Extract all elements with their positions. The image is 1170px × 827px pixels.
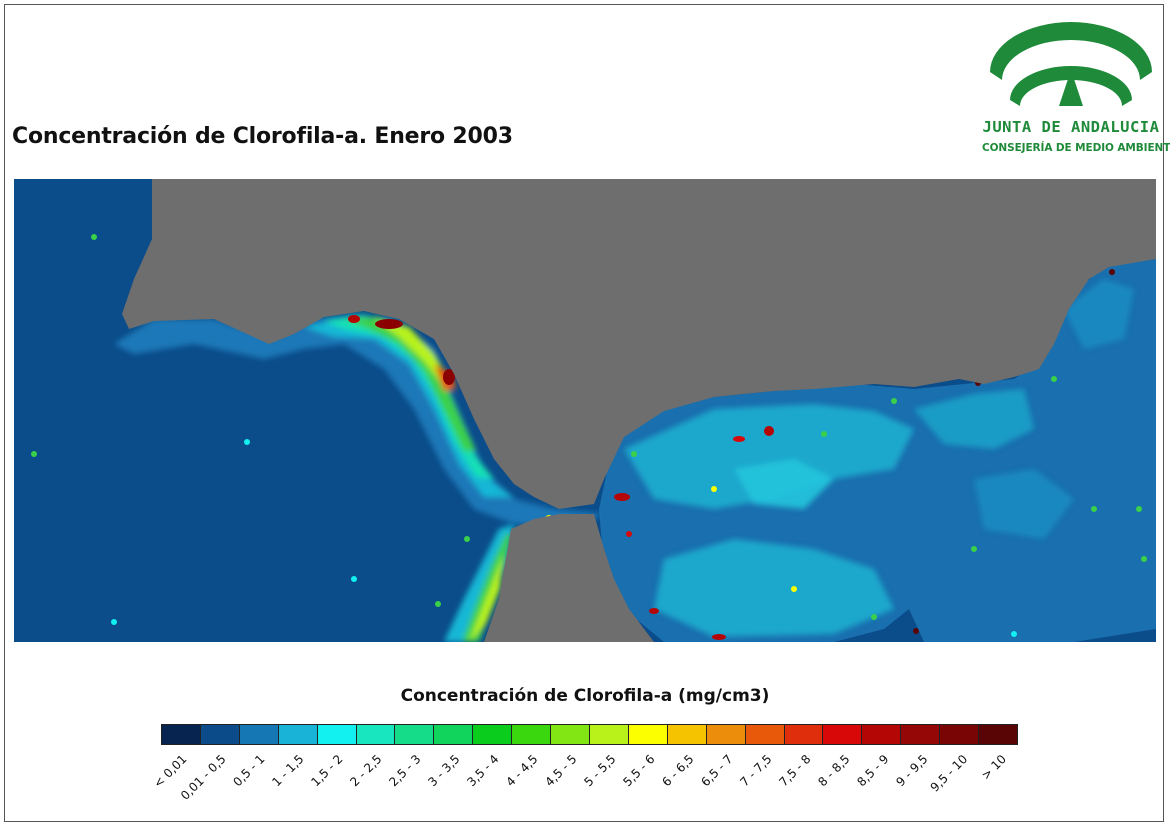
mediterranean-patches [624,279,1134,637]
legend-class-label: 1,5 - 2 [308,752,346,790]
page-title: Concentración de Clorofila-a. Enero 2003 [12,124,513,149]
legend-swatch [395,725,435,744]
legend-swatch [551,725,590,744]
legend-swatch [940,725,980,744]
legend-title: Concentración de Clorofila-a (mg/cm3) [400,686,770,706]
legend-swatch [356,725,396,744]
legend-swatch [473,725,513,744]
legend-swatch [901,725,941,744]
legend-swatch [745,725,785,744]
logo-name: JUNTA DE ANDALUCIA [982,118,1160,136]
legend-class-label: 4 - 4,5 [503,752,541,790]
morocco-coastal-gradient [444,524,514,642]
legend-class-label: > 10 [978,752,1009,783]
legend-class-label: 7 - 7,5 [737,752,775,790]
legend-swatch [434,725,474,744]
legend-class-label: 2,5 - 3 [386,752,424,790]
legend-swatch [862,725,902,744]
legend-swatch [667,725,707,744]
legend-swatch [589,725,629,744]
legend-color-bar [161,724,1018,745]
legend-class-label: 3,5 - 4 [464,752,502,790]
legend-class-label: 3 - 3,5 [425,752,463,790]
legend-class-label: 2 - 2,5 [347,752,385,790]
legend-swatch [162,725,201,744]
legend-swatch [512,725,552,744]
junta-andalucia-logo [990,22,1152,106]
north-africa-land [484,514,654,642]
legend-class-label: 9 - 9,5 [892,752,931,790]
legend-class-label: 5 - 5,5 [581,752,619,790]
chlorophyll-peaks [348,269,1115,640]
logo-subtitle: CONSEJERÍA DE MEDIO AMBIENTE [982,142,1170,154]
legend-class-label: 5,5 - 6 [620,752,658,790]
chlorophyll-map [14,179,1156,642]
legend-swatch [979,725,1017,744]
legend-swatch [823,725,863,744]
legend-class-label: 6 - 6,5 [659,752,697,790]
legend-class-label: 6,5 - 7 [698,752,736,790]
legend-swatch [200,725,240,744]
legend-swatch [239,725,279,744]
legend-class-label: 4,5 - 5 [542,752,580,790]
legend-swatch [628,725,668,744]
legend-swatch [317,725,357,744]
legend-swatch [784,725,824,744]
page-frame [4,4,1164,822]
legend-class-label: 7,5 - 8 [776,752,814,790]
iberian-peninsula-land [122,179,1156,509]
legend-swatch [706,725,746,744]
legend-class-label: 0,5 - 1 [230,752,268,790]
land-masses [122,179,1156,642]
legend-class-label: 8 - 8,5 [815,752,853,790]
legend-swatch [278,725,318,744]
legend-class-label: 8,5 - 9 [853,752,892,790]
legend-class-label: 1 - 1,5 [269,752,307,790]
legend-class-label: 9,5 - 10 [927,752,970,795]
